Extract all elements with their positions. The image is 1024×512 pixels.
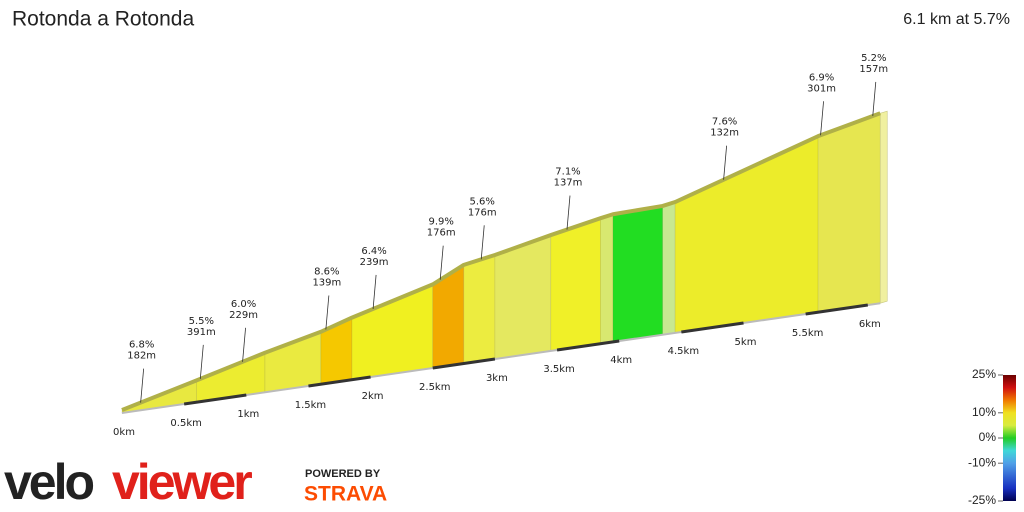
annotation-grade: 7.1% [555, 167, 580, 178]
x-tick-label: 3km [486, 373, 508, 384]
profile-segment [351, 283, 434, 381]
annotation-line [325, 295, 330, 330]
annotation-length: 391m [187, 327, 216, 338]
x-tick-label: 1.5km [295, 400, 326, 411]
annotation-length: 137m [554, 178, 583, 189]
annotation-grade: 8.6% [314, 266, 339, 277]
profile-segment [550, 217, 601, 352]
x-tick-label: 3.5km [543, 364, 574, 375]
annotation-length: 301m [807, 83, 836, 94]
annotation-line [872, 81, 877, 116]
x-tick-label: 2.5km [419, 382, 450, 393]
km-band [805, 303, 869, 316]
x-tick-label: 0.5km [170, 418, 201, 429]
profile-segment [612, 205, 664, 343]
x-tick-label: 1km [237, 409, 259, 420]
annotation-length: 157m [859, 64, 888, 75]
baseline [121, 302, 881, 414]
annotation-grade: 5.2% [861, 53, 886, 64]
annotation-length: 182m [127, 351, 156, 362]
profile-segment [463, 254, 496, 364]
annotation-grade: 6.8% [129, 340, 154, 351]
annotation-length: 176m [427, 228, 456, 239]
annotation-length: 229m [229, 310, 258, 321]
x-tick-label: 5km [735, 337, 757, 348]
color-scale-label: 10% [972, 405, 996, 419]
annotation-line [480, 225, 485, 260]
annotation-line [723, 145, 728, 180]
x-tick-label: 0km [113, 427, 135, 438]
chart-title: Rotonda a Rotonda [12, 8, 194, 31]
annotation-length: 139m [312, 277, 341, 288]
annotation-line [439, 245, 444, 280]
km-band [183, 393, 247, 406]
logo-viewer: viewer [112, 454, 252, 510]
profile-segment [674, 135, 819, 334]
x-tick-label: 5.5km [792, 328, 823, 339]
color-scale-label: -10% [968, 455, 996, 469]
annotation-length: 132m [710, 128, 739, 139]
x-tick-label: 6km [859, 319, 881, 330]
color-scale-label: 0% [979, 430, 997, 444]
annotation-grade: 6.9% [809, 72, 834, 83]
color-scale-label: 25% [972, 367, 996, 381]
annotation-grade: 5.6% [470, 196, 495, 207]
annotation-line [372, 274, 377, 309]
annotation-line [242, 327, 246, 362]
annotation-line [566, 195, 571, 230]
x-tick-label: 2km [362, 391, 384, 402]
profile-top [121, 111, 881, 412]
chart-subtitle: 6.1 km at 5.7% [903, 11, 1010, 28]
profile-segment [600, 213, 614, 345]
x-tick-label: 4.5km [668, 346, 699, 357]
color-scale-label: -25% [968, 493, 996, 507]
annotation-grade: 6.4% [361, 246, 386, 257]
profile-segment [817, 112, 881, 313]
logo-velo: velo [4, 454, 94, 510]
km-band [681, 321, 744, 334]
profile-segment [662, 201, 676, 336]
annotation-grade: 5.5% [189, 316, 214, 327]
powered-by: POWERED BY [305, 468, 381, 480]
km-band [556, 339, 620, 352]
km-band [308, 375, 371, 388]
annotation-length: 176m [468, 207, 497, 218]
annotation-line [140, 368, 145, 403]
strava-logo: STRAVA [304, 483, 387, 506]
km-band [432, 357, 496, 370]
x-tick-label: 4km [610, 355, 632, 366]
annotation-length: 239m [360, 257, 389, 268]
color-scale-bar [1003, 375, 1016, 501]
profile-end [879, 110, 888, 304]
annotation-grade: 7.6% [712, 117, 737, 128]
annotation-grade: 6.0% [231, 299, 256, 310]
annotation-line [820, 101, 824, 136]
annotation-grade: 9.9% [429, 217, 454, 228]
annotation-line [199, 344, 204, 379]
